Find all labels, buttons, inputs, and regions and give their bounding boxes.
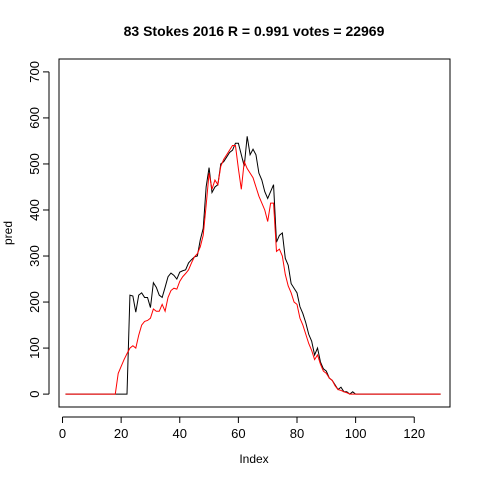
x-tick-label: 0 bbox=[59, 426, 66, 441]
x-tick-label: 80 bbox=[290, 426, 304, 441]
y-tick-label: 500 bbox=[27, 153, 42, 175]
x-axis-label: Index bbox=[239, 452, 268, 466]
x-axis: 0 20 40 60 80 100 120 bbox=[59, 416, 425, 441]
x-tick-label: 60 bbox=[231, 426, 245, 441]
chart-title: 83 Stokes 2016 R = 0.991 votes = 22969 bbox=[124, 23, 385, 39]
y-tick-label: 0 bbox=[27, 390, 42, 397]
y-axis: 0 100 200 300 400 500 600 700 bbox=[27, 61, 50, 398]
plot-box bbox=[58, 58, 451, 408]
series-line-2 bbox=[65, 145, 441, 395]
y-tick-label: 400 bbox=[27, 199, 42, 221]
y-tick-label: 700 bbox=[27, 61, 42, 83]
y-tick-label: 200 bbox=[27, 291, 42, 313]
y-axis-label: pred bbox=[1, 221, 15, 245]
series-line-1 bbox=[65, 136, 441, 395]
x-tick-label: 100 bbox=[345, 426, 367, 441]
y-tick-label: 100 bbox=[27, 337, 42, 359]
y-tick-label: 300 bbox=[27, 245, 42, 267]
x-tick-label: 40 bbox=[173, 426, 187, 441]
x-tick-label: 20 bbox=[114, 426, 128, 441]
x-tick-label: 120 bbox=[403, 426, 425, 441]
y-tick-label: 600 bbox=[27, 107, 42, 129]
series-layer bbox=[65, 136, 441, 395]
